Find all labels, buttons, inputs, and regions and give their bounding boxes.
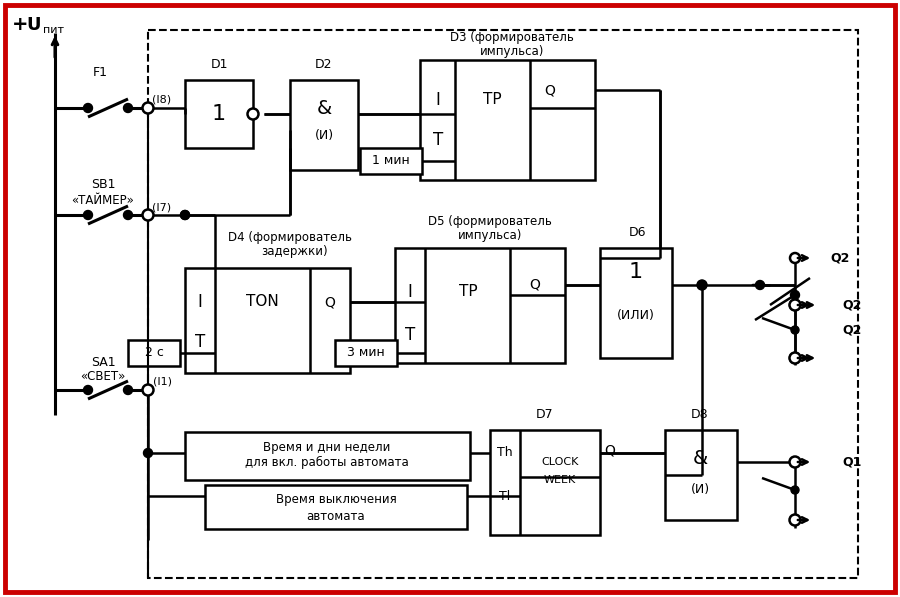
Text: импульса): импульса)	[480, 45, 544, 57]
Text: (ИЛИ): (ИЛИ)	[617, 309, 655, 322]
Text: (I1): (I1)	[152, 377, 172, 387]
Circle shape	[84, 103, 93, 112]
Text: для вкл. работы автомата: для вкл. работы автомата	[245, 456, 409, 469]
Text: 2 с: 2 с	[145, 346, 164, 359]
Text: Q: Q	[529, 278, 540, 292]
Text: F1: F1	[93, 66, 107, 78]
Text: TON: TON	[246, 294, 278, 309]
Circle shape	[123, 211, 132, 220]
Text: Время выключения: Время выключения	[275, 494, 396, 506]
Text: SA1: SA1	[91, 355, 115, 368]
Bar	[600, 248, 672, 358]
Circle shape	[142, 103, 154, 113]
Text: Q: Q	[605, 443, 616, 457]
Bar	[185, 432, 470, 480]
Text: задержки): задержки)	[262, 245, 328, 257]
Text: D1: D1	[211, 59, 228, 72]
Bar	[128, 340, 180, 366]
Text: TP: TP	[459, 285, 477, 300]
Text: «СВЕТ»: «СВЕТ»	[80, 371, 126, 383]
Text: (I7): (I7)	[152, 202, 172, 212]
Text: +: +	[12, 16, 29, 35]
Text: D8: D8	[691, 408, 709, 421]
Bar	[185, 268, 350, 373]
Circle shape	[142, 384, 154, 395]
Text: D6: D6	[629, 226, 647, 238]
Bar	[205, 485, 467, 529]
Circle shape	[789, 515, 800, 525]
Circle shape	[123, 103, 132, 112]
Text: U: U	[26, 16, 40, 34]
Circle shape	[790, 253, 800, 263]
Circle shape	[181, 211, 190, 220]
Text: Q: Q	[544, 83, 555, 97]
Circle shape	[123, 386, 132, 395]
Circle shape	[790, 291, 799, 300]
Circle shape	[84, 386, 93, 395]
Text: пит: пит	[43, 25, 64, 35]
Circle shape	[84, 211, 93, 220]
Text: импульса): импульса)	[458, 229, 522, 242]
Text: Q2: Q2	[831, 251, 850, 264]
Circle shape	[248, 109, 258, 119]
Text: Tl: Tl	[500, 490, 510, 503]
Text: CLOCK: CLOCK	[541, 457, 579, 467]
Text: Th: Th	[497, 447, 513, 460]
Bar	[185, 80, 253, 148]
Text: (И): (И)	[314, 128, 334, 141]
Circle shape	[789, 457, 800, 467]
Text: Q: Q	[325, 295, 336, 309]
Text: &: &	[317, 99, 331, 118]
Text: D4 (формирователь: D4 (формирователь	[228, 232, 352, 245]
Circle shape	[791, 326, 799, 334]
Circle shape	[181, 211, 190, 220]
Text: D7: D7	[536, 408, 554, 421]
Text: Q1: Q1	[842, 456, 861, 469]
Text: автомата: автомата	[307, 509, 365, 522]
Text: I: I	[198, 293, 202, 311]
Text: T: T	[405, 326, 415, 344]
Text: I: I	[408, 283, 412, 301]
Text: SB1: SB1	[91, 179, 115, 192]
Text: (I8): (I8)	[152, 95, 172, 105]
Bar	[490, 430, 600, 535]
Text: D3 (формирователь: D3 (формирователь	[450, 32, 574, 45]
Text: T: T	[195, 333, 205, 351]
Text: D5 (формирователь: D5 (формирователь	[428, 216, 552, 229]
Bar	[335, 340, 397, 366]
Bar	[290, 80, 358, 170]
Circle shape	[142, 210, 154, 220]
Text: T: T	[433, 131, 443, 149]
Bar	[148, 30, 858, 578]
Circle shape	[789, 352, 800, 364]
Text: WEEK: WEEK	[544, 475, 576, 485]
Circle shape	[755, 281, 764, 290]
Text: 3 мин: 3 мин	[347, 346, 385, 359]
Text: Q2: Q2	[842, 324, 861, 337]
Circle shape	[791, 486, 799, 494]
Bar	[360, 148, 422, 174]
Circle shape	[790, 353, 800, 363]
Text: «ТАЙМЕР»: «ТАЙМЕР»	[72, 193, 134, 207]
Circle shape	[697, 280, 707, 290]
Circle shape	[143, 448, 152, 457]
Text: 1: 1	[212, 104, 226, 124]
Circle shape	[789, 300, 800, 310]
Text: Q2: Q2	[842, 298, 861, 312]
Bar	[420, 60, 595, 180]
Text: 1 мин: 1 мин	[372, 155, 410, 168]
Text: (И): (И)	[690, 484, 709, 497]
Circle shape	[790, 300, 800, 310]
Text: 1: 1	[629, 262, 643, 282]
Text: &: &	[692, 448, 707, 467]
Circle shape	[698, 281, 706, 290]
Text: D2: D2	[315, 59, 333, 72]
Text: Время и дни недели: Время и дни недели	[264, 442, 391, 454]
Text: I: I	[436, 91, 440, 109]
Text: TP: TP	[482, 93, 501, 107]
Bar	[665, 430, 737, 520]
Bar	[395, 248, 565, 363]
